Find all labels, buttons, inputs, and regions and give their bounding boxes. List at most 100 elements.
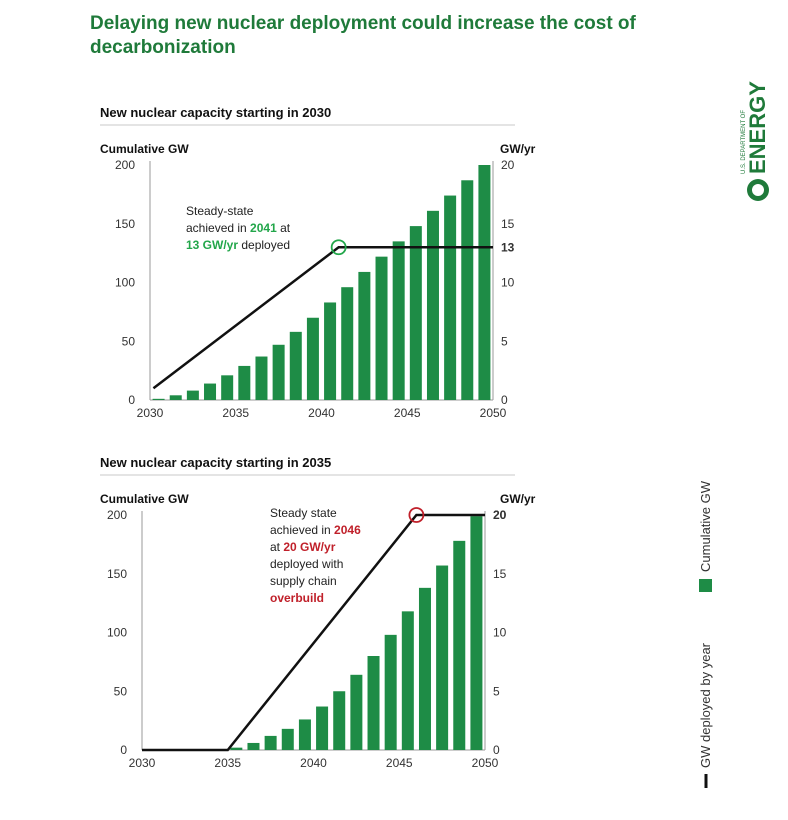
annotation-line: achieved in 2041 at xyxy=(186,221,291,235)
logo-energy-text: ENERGY xyxy=(745,81,770,174)
bar xyxy=(281,728,294,750)
annotation-text: supply chain xyxy=(270,574,337,588)
x-tick-label: 2040 xyxy=(308,406,335,420)
steady-state-marker xyxy=(408,507,425,523)
annotation-highlight: 13 GW/yr xyxy=(186,238,238,252)
y-tick-label: 150 xyxy=(107,567,127,581)
bar xyxy=(247,742,260,750)
annotation-text: achieved in xyxy=(270,523,334,537)
panel-title: New nuclear capacity starting in 2030 xyxy=(100,105,331,120)
bar xyxy=(375,256,388,400)
y2-axis-title: GW/yr xyxy=(500,492,536,506)
legend-line-label: GW deployed by year xyxy=(698,642,713,768)
annotation-text: at xyxy=(277,221,291,235)
annotation-line: overbuild xyxy=(270,591,324,605)
annotation-line: 13 GW/yr deployed xyxy=(186,238,290,252)
x-tick-label: 2040 xyxy=(300,756,327,770)
x-tick-label: 2050 xyxy=(480,406,507,420)
annotation-text: Steady state xyxy=(270,506,337,520)
bar xyxy=(418,587,431,750)
bar xyxy=(453,540,466,750)
y-tick-label: 100 xyxy=(107,626,127,640)
y-tick-label: 200 xyxy=(115,158,135,172)
y-axis-title: Cumulative GW xyxy=(100,492,189,506)
bar xyxy=(478,165,491,400)
bar xyxy=(186,390,199,400)
doe-logo: ENERGY U.S. DEPARTMENT OF xyxy=(741,81,770,201)
bar xyxy=(264,735,277,750)
y2-tick-label: 0 xyxy=(493,743,500,757)
x-tick-label: 2045 xyxy=(386,756,413,770)
doe-seal-inner-icon xyxy=(752,184,764,196)
x-tick-label: 2035 xyxy=(222,406,249,420)
bar xyxy=(255,356,268,400)
bar xyxy=(306,317,319,400)
deployment-line xyxy=(152,246,493,390)
y2-axis-title: GW/yr xyxy=(500,142,536,156)
bar xyxy=(392,241,405,400)
annotation-text: achieved in xyxy=(186,221,250,235)
y-tick-label: 50 xyxy=(122,334,136,348)
right-value-label: 13 xyxy=(501,240,515,254)
bar xyxy=(409,226,422,400)
bar xyxy=(238,365,251,400)
bar xyxy=(341,287,354,400)
annotation-line: achieved in 2046 xyxy=(270,523,361,537)
annotation-line: Steady-state xyxy=(186,204,254,218)
annotation-highlight: 20 GW/yr xyxy=(283,540,335,554)
x-tick-label: 2030 xyxy=(129,756,156,770)
y-tick-label: 0 xyxy=(128,393,135,407)
y-tick-label: 100 xyxy=(115,276,135,290)
y2-tick-label: 5 xyxy=(501,334,508,348)
annotation-highlight: 2041 xyxy=(250,221,277,235)
chart-2035: New nuclear capacity starting in 2035 Cum… xyxy=(100,455,536,770)
bar xyxy=(367,656,380,750)
bar xyxy=(324,302,337,400)
bar xyxy=(426,210,439,400)
bar xyxy=(152,398,165,400)
y-tick-label: 0 xyxy=(120,743,127,757)
bar xyxy=(221,375,234,400)
annotation-text: Steady-state xyxy=(186,204,254,218)
annotation-highlight: overbuild xyxy=(270,591,324,605)
bar xyxy=(384,634,397,750)
legend: GW deployed by year Cumulative GW xyxy=(698,480,713,788)
y-tick-label: 150 xyxy=(115,217,135,231)
y2-tick-label: 10 xyxy=(493,626,507,640)
y2-tick-label: 20 xyxy=(501,158,515,172)
y2-tick-label: 15 xyxy=(501,217,515,231)
annotation-highlight: 2046 xyxy=(334,523,361,537)
steady-state-marker xyxy=(330,239,347,256)
bar xyxy=(444,195,457,400)
bar xyxy=(436,565,449,750)
bar xyxy=(401,611,414,750)
x-tick-label: 2050 xyxy=(472,756,499,770)
annotation-line: supply chain xyxy=(270,574,337,588)
x-tick-label: 2030 xyxy=(137,406,164,420)
annotation-line: deployed with xyxy=(270,557,343,571)
bar xyxy=(333,691,346,750)
bar xyxy=(230,747,243,750)
y2-tick-label: 20 xyxy=(493,508,507,522)
legend-bar-label: Cumulative GW xyxy=(698,480,713,572)
y2-tick-label: 15 xyxy=(493,567,507,581)
right-value-label: 20 xyxy=(493,508,507,522)
x-tick-label: 2035 xyxy=(214,756,241,770)
x-tick-label: 2045 xyxy=(394,406,421,420)
y-tick-label: 200 xyxy=(107,508,127,522)
legend-bar-swatch xyxy=(699,579,712,592)
bar xyxy=(204,383,217,400)
y2-tick-label: 10 xyxy=(501,276,515,290)
panel-title: New nuclear capacity starting in 2035 xyxy=(100,455,331,470)
y2-tick-label: 5 xyxy=(493,684,500,698)
bar xyxy=(316,706,329,750)
annotation-text: at xyxy=(270,540,283,554)
deployment-line xyxy=(142,513,485,752)
bar xyxy=(169,395,182,400)
annotation-line: at 20 GW/yr xyxy=(270,540,336,554)
bar xyxy=(289,331,302,400)
y-axis-title: Cumulative GW xyxy=(100,142,189,156)
annotation-text: deployed xyxy=(238,238,290,252)
bar xyxy=(350,674,363,750)
annotation-line: Steady state xyxy=(270,506,337,520)
